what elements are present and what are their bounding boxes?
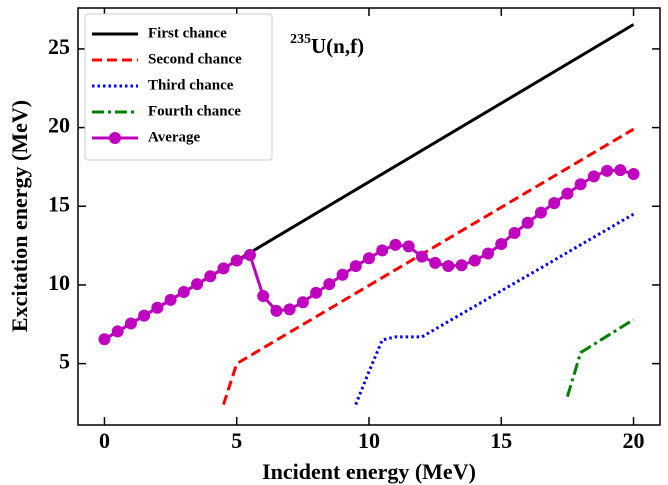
legend-box [84,13,273,161]
y-tick-label: 25 [48,34,70,59]
series-line [565,318,635,398]
x-tick-label: 20 [623,428,645,453]
x-axis-label: Incident energy (MeV) [262,459,476,484]
point [336,268,349,281]
point [587,170,600,183]
y-axis-label: Excitation energy (MeV) [7,100,32,332]
point [495,238,508,251]
point [468,254,481,267]
point [296,296,309,309]
point [310,286,323,299]
point [574,178,587,191]
legend-marker [109,132,121,144]
point [363,252,375,265]
x-tick-label: 0 [99,428,110,453]
point [389,238,402,251]
point [349,260,362,273]
y-tick-label: 15 [48,191,70,216]
point [124,317,137,330]
point [548,197,561,210]
point [217,262,230,275]
y-tick-label: 5 [59,349,70,374]
point [442,260,455,273]
point [98,333,111,346]
point [283,303,296,316]
point [601,164,614,177]
point [270,304,283,317]
point [534,206,547,219]
y-tick-label: 20 [48,113,70,138]
legend-label: Average [148,129,201,145]
plot-frame [77,7,661,426]
point [482,247,495,260]
point [177,286,190,299]
point [191,278,204,291]
x-tick-label: 10 [358,428,380,453]
point [614,164,627,177]
point [376,244,389,257]
point [323,278,336,291]
legend-label: First chance [148,25,227,41]
point [257,289,270,302]
point [111,325,124,338]
annotation: 235U(n,f) [290,32,364,58]
series-line [354,212,635,406]
y-tick-label: 10 [48,270,70,295]
point [243,249,256,262]
point [521,216,534,229]
point [627,168,640,181]
point [561,187,574,200]
point [402,240,415,253]
legend-label: Second chance [148,51,242,67]
point [455,259,468,272]
annotation-text: U(n,f) [311,34,364,58]
point [138,309,151,322]
annotation-sup: 235 [290,32,311,47]
legend-label: Fourth chance [148,103,241,119]
point [508,227,521,240]
point [429,256,442,269]
point [164,293,177,306]
x-tick-label: 5 [231,428,242,453]
legend-label: Third chance [148,77,234,93]
point [151,301,164,314]
x-tick-label: 15 [490,428,512,453]
point [230,254,243,267]
point [204,270,217,283]
point [415,250,428,263]
series-line [222,127,635,406]
